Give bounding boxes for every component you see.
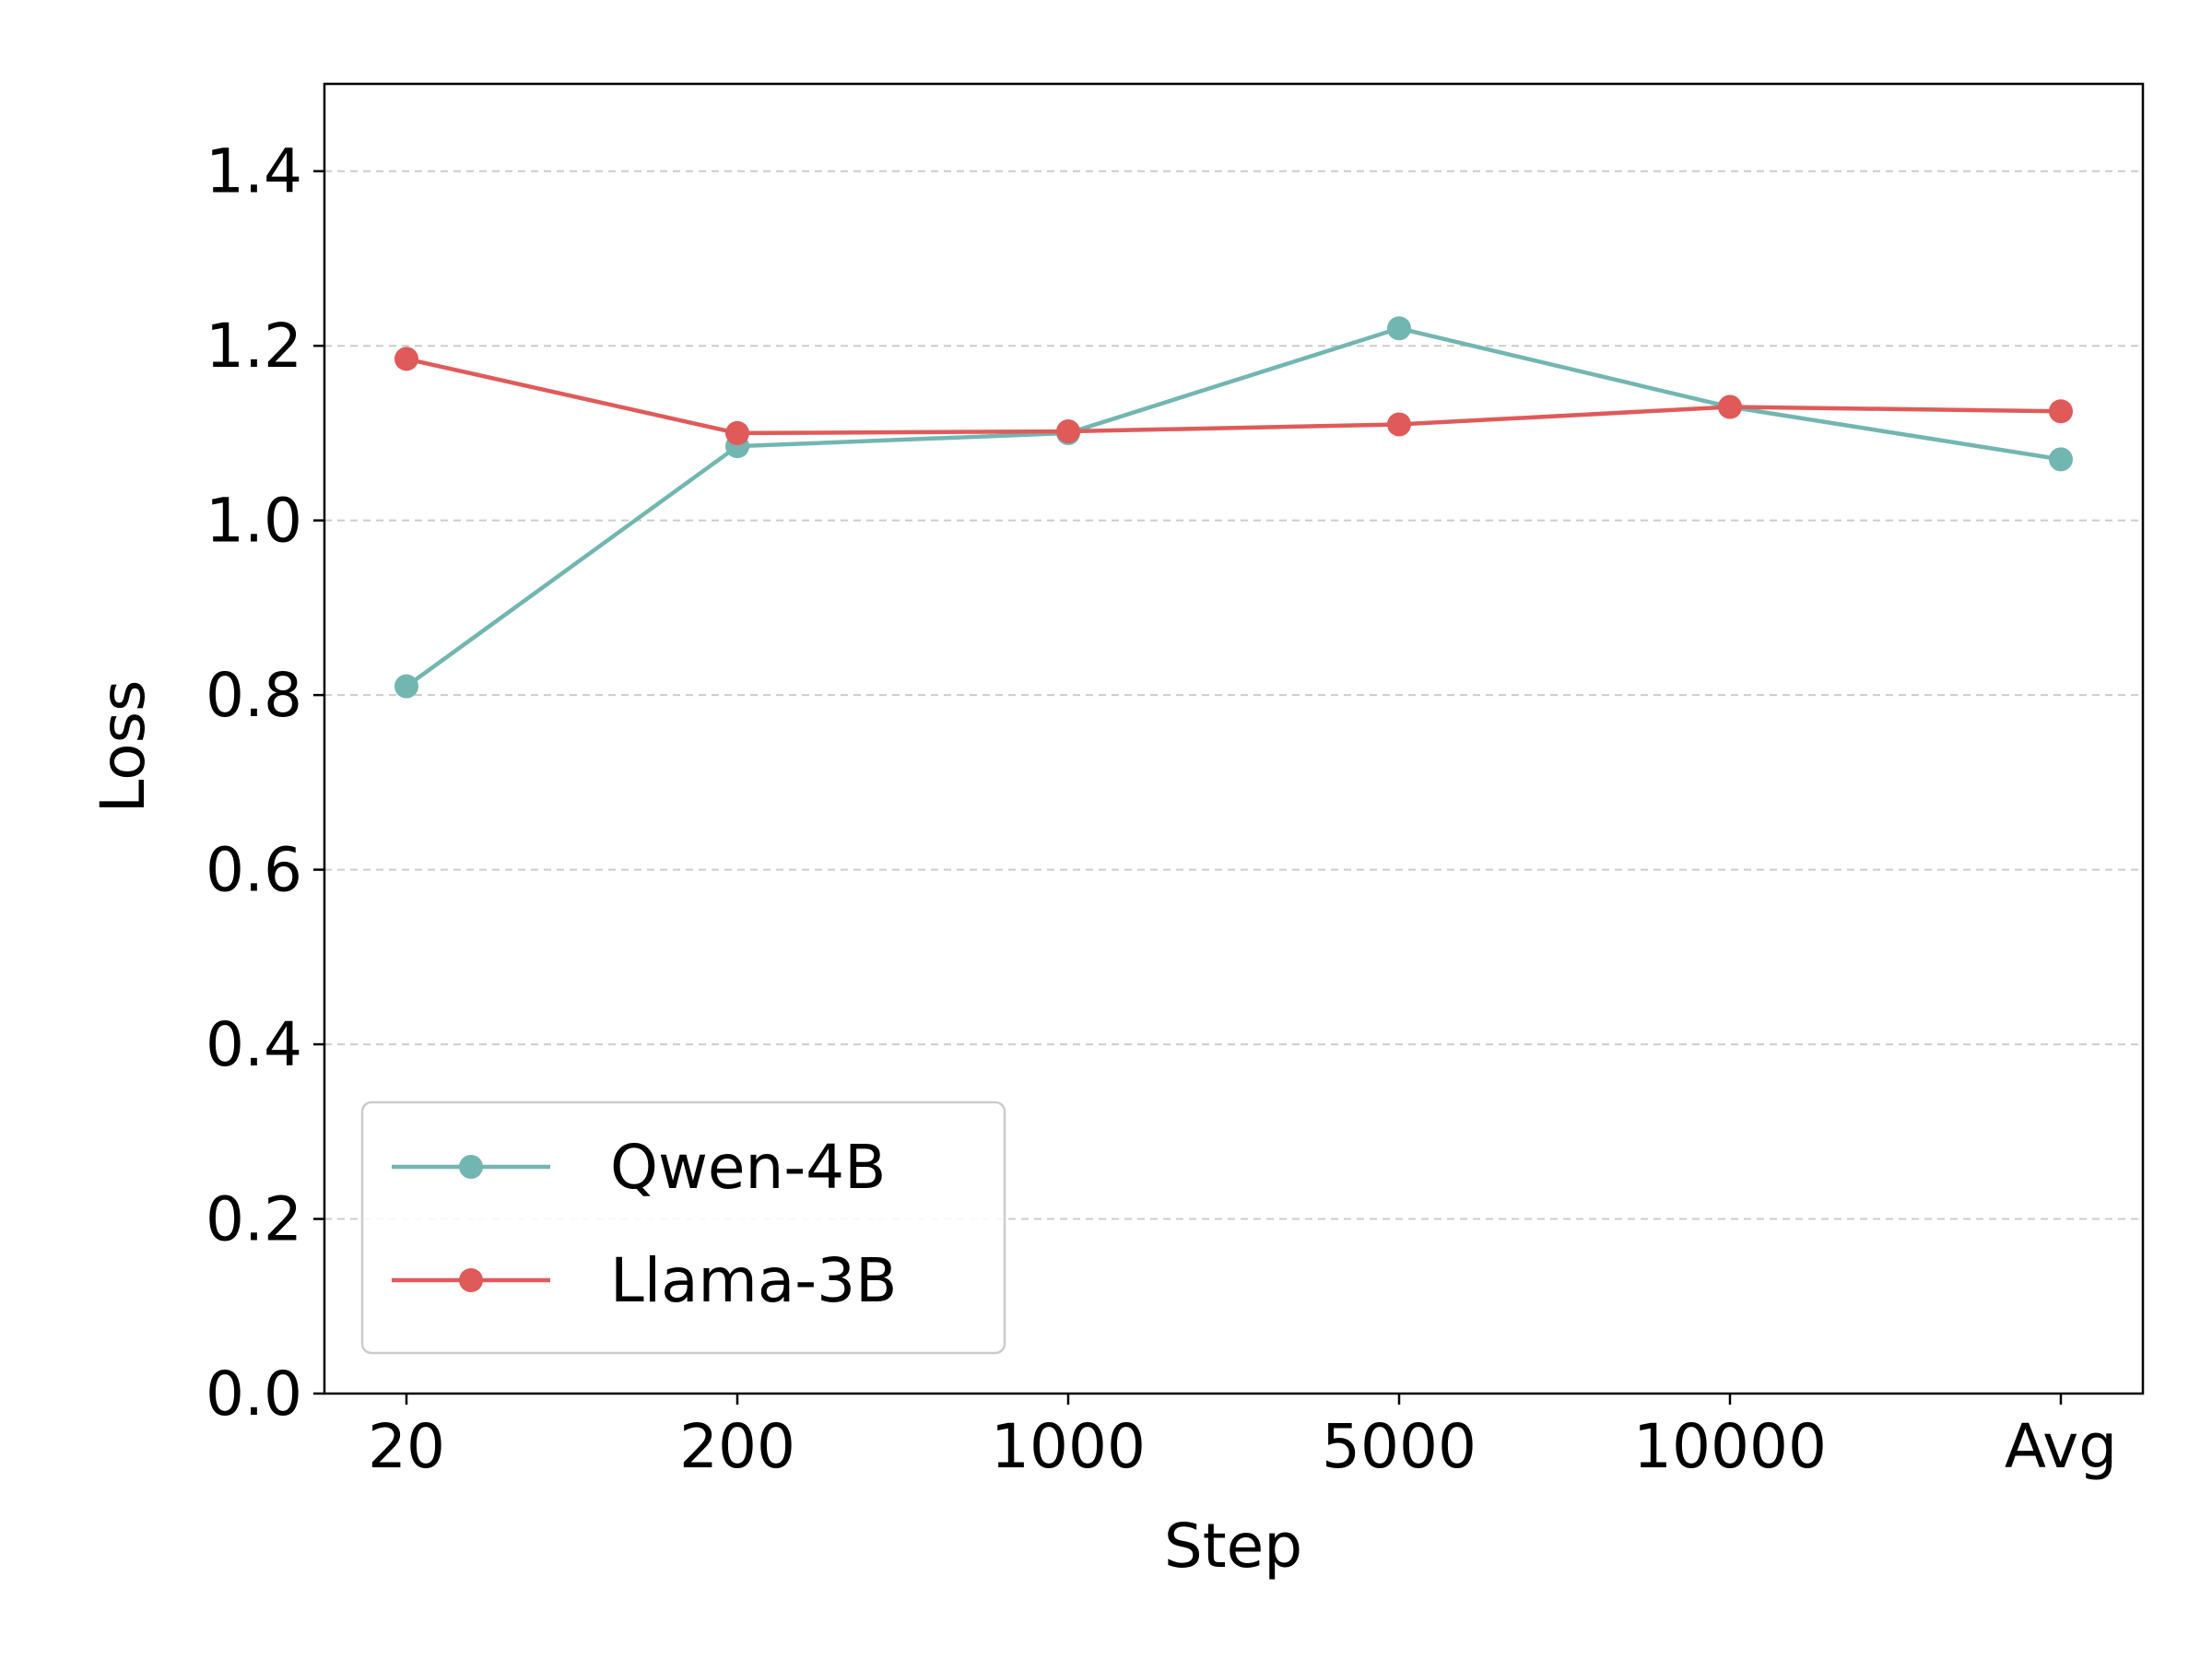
y-tick-label-0.6: 0.6 (206, 835, 302, 906)
x-tick-label-5000: 5000 (1322, 1411, 1477, 1482)
series-layer (394, 316, 2073, 699)
data-point-llama-3b-Avg (2049, 399, 2073, 424)
legend-marker-qwen (459, 1155, 483, 1179)
x-tick-label-Avg: Avg (2005, 1411, 2117, 1482)
x-tick-label-20: 20 (368, 1411, 445, 1482)
y-tick-label-1.0: 1.0 (206, 486, 302, 557)
x-axis: 20 200 1000 5000 10000 Avg (368, 1394, 2117, 1482)
y-tick-label-0.4: 0.4 (206, 1009, 302, 1080)
legend-label-llama: Llama-3B (610, 1245, 897, 1316)
x-tick-label-1000: 1000 (991, 1411, 1146, 1482)
x-tick-label-200: 200 (679, 1411, 795, 1482)
plot-frame (323, 82, 2145, 1395)
series-line-llama-3b (406, 357, 2062, 436)
data-point-llama-3b-200 (725, 420, 749, 445)
series-line-qwen-4b (405, 326, 2062, 688)
y-tick-label-1.2: 1.2 (206, 311, 302, 382)
y-axis: 0.0 0.2 0.4 0.6 0.8 1.0 1.2 1.4 (206, 136, 324, 1430)
legend-label-qwen: Qwen-4B (610, 1132, 886, 1203)
gridlines (324, 170, 2143, 1220)
data-point-llama-3b-20 (394, 347, 418, 371)
legend: Qwen-4B Llama-3B (360, 1100, 1006, 1355)
data-point-llama-3b-5000 (1387, 412, 1411, 437)
data-point-llama-3b-10000 (1718, 394, 1742, 419)
y-tick-label-0.8: 0.8 (206, 660, 302, 731)
y-tick-label-0.0: 0.0 (206, 1359, 302, 1430)
x-axis-label: Step (1164, 1511, 1302, 1582)
data-point-qwen-4b-20 (394, 674, 418, 699)
data-point-qwen-4b-5000 (1387, 316, 1411, 341)
x-tick-label-10000: 10000 (1633, 1411, 1827, 1482)
y-tick-label-1.4: 1.4 (206, 136, 302, 207)
data-point-llama-3b-1000 (1056, 419, 1080, 444)
data-point-qwen-4b-Avg (2049, 447, 2073, 472)
legend-marker-llama (459, 1268, 483, 1292)
y-tick-label-0.2: 0.2 (206, 1184, 302, 1255)
y-axis-label: Loss (88, 680, 159, 814)
